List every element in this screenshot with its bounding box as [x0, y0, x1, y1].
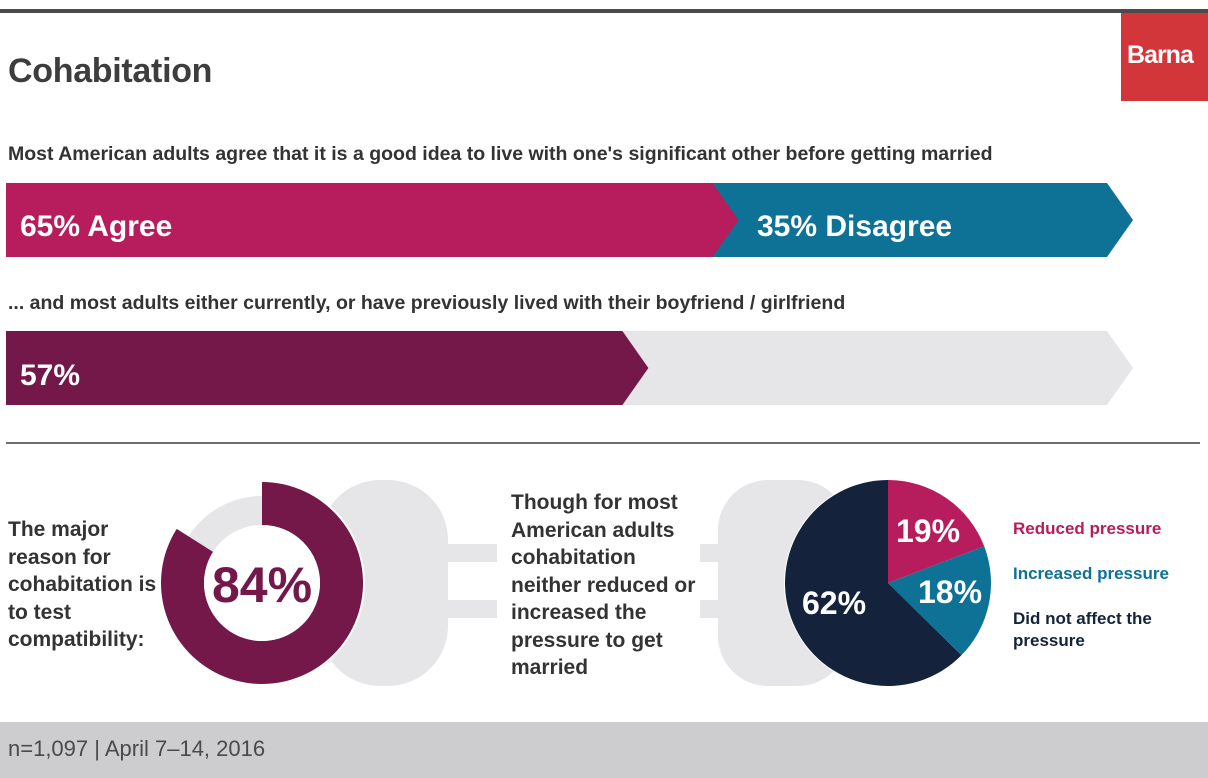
legend-not-affected: Did not affect the pressure — [1013, 609, 1152, 650]
donut-hole — [204, 525, 320, 641]
page-title: Cohabitation — [8, 52, 213, 90]
bar-agree — [6, 183, 739, 257]
legend-increased: Increased pressure — [1013, 564, 1169, 583]
legend-reduced: Reduced pressure — [1013, 519, 1162, 538]
label-agree: 65% Agree — [20, 210, 172, 243]
pie-label-reduced: 19% — [896, 513, 960, 549]
donut-center-label: 84% — [212, 557, 312, 613]
chart-canvas: 65% Agree 35% Disagree 57% 84% 19% 18% 6… — [6, 183, 1133, 687]
pressure-text: Though for most American adults cohabita… — [511, 491, 696, 679]
pie-label-increased: 18% — [918, 574, 982, 610]
donut-compatibility — [160, 482, 363, 684]
label-lived-with: 57% — [20, 359, 80, 392]
connector-bar-top-right — [700, 544, 755, 562]
label-disagree: 35% Disagree — [757, 210, 952, 243]
donut-remainder — [188, 496, 262, 552]
connector-bar-bottom-right — [700, 600, 755, 618]
brand-logo: Barna — [1121, 13, 1208, 101]
pie-label-not-affected: 62% — [802, 585, 866, 621]
question-2: ... and most adults either currently, or… — [8, 292, 846, 314]
question-1: Most American adults agree that it is a … — [8, 143, 993, 165]
section-divider — [6, 442, 1200, 444]
footer: n=1,097 | April 7–14, 2016 — [0, 722, 1208, 778]
connector-bar-top — [445, 544, 497, 562]
top-rule — [0, 9, 1208, 13]
pie-slice-not-affected — [785, 480, 962, 686]
brand-logo-text: Barna — [1127, 41, 1194, 69]
bar-lived-with — [6, 331, 649, 405]
pie-slice-increased — [888, 546, 991, 656]
connector-bar-bottom — [445, 600, 497, 618]
pie-slice-reduced — [888, 480, 985, 583]
connector-shape-left — [320, 480, 448, 686]
compatibility-text: The major reason for cohabitation is to … — [8, 518, 157, 651]
footer-note: n=1,097 | April 7–14, 2016 — [8, 736, 266, 761]
